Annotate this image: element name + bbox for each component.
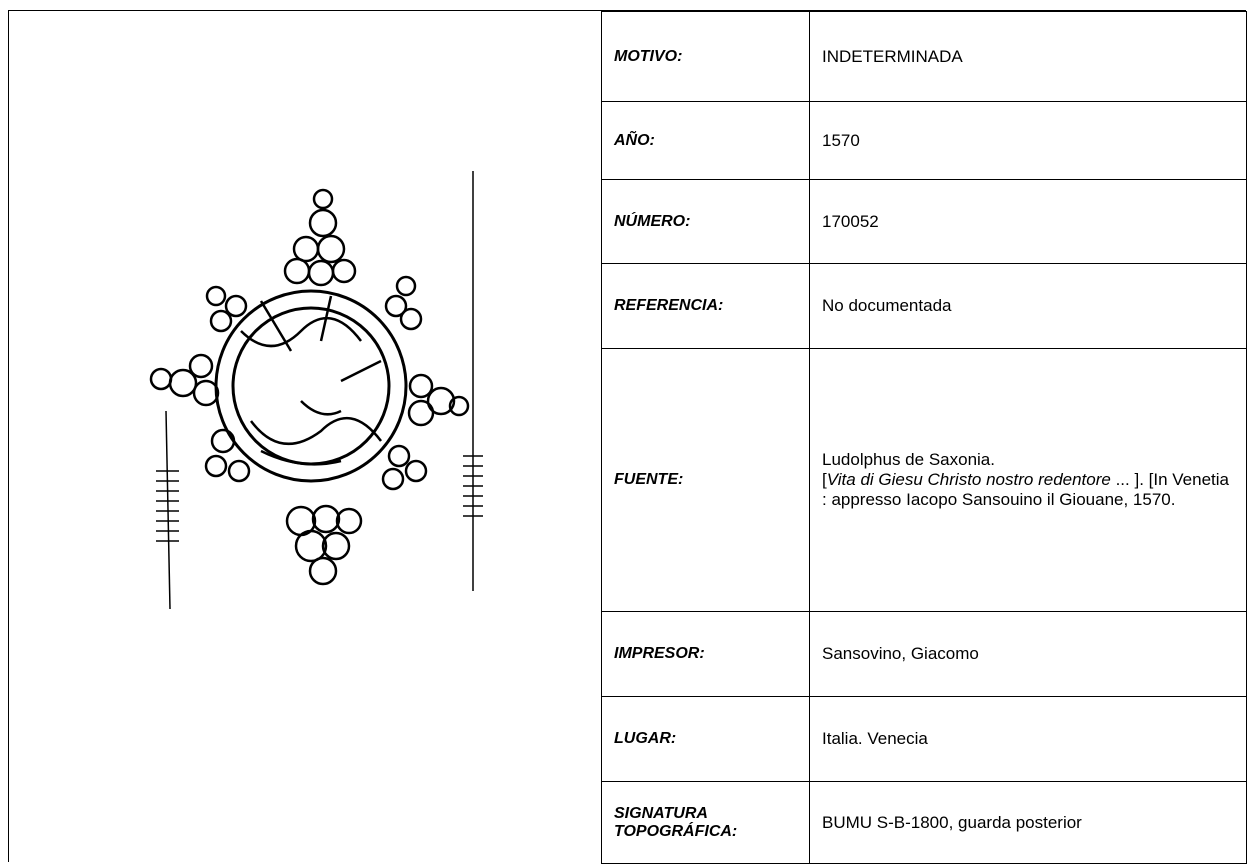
table-row: LUGAR: Italia. Venecia bbox=[601, 696, 1247, 782]
value-part: [ bbox=[822, 470, 827, 489]
record-table: MOTIVO: INDETERMINADA AÑO: 1570 NÚMERO: 17005… bbox=[601, 11, 1247, 864]
table-row: MOTIVO: INDETERMINADA bbox=[601, 11, 1247, 102]
field-label: IMPRESOR: bbox=[601, 611, 810, 697]
field-value: 170052 bbox=[809, 179, 1247, 264]
field-label: FUENTE: bbox=[601, 348, 810, 612]
value-part: Ludolphus de Saxonia. bbox=[822, 450, 995, 469]
field-label: REFERENCIA: bbox=[601, 263, 810, 349]
table-row: NÚMERO: 170052 bbox=[601, 179, 1247, 264]
value-part: ... ]. [In Venetia : appresso Iacopo San… bbox=[822, 470, 1229, 509]
field-value: BUMU S-B-1800, guarda posterior bbox=[809, 781, 1247, 864]
document: MOTIVO: INDETERMINADA AÑO: 1570 NÚMERO: 17005… bbox=[8, 10, 1247, 864]
table-row: IMPRESOR: Sansovino, Giacomo bbox=[601, 611, 1247, 697]
watermark-drawing bbox=[149, 171, 483, 610]
table-row: AÑO: 1570 bbox=[601, 101, 1247, 180]
field-label: SIGNATURA TOPOGRÁFICA: bbox=[601, 781, 810, 864]
field-label: LUGAR: bbox=[601, 696, 810, 782]
field-value: 1570 bbox=[809, 101, 1247, 180]
field-value: Ludolphus de Saxonia. [Vita di Giesu Chri… bbox=[809, 348, 1247, 612]
field-label: MOTIVO: bbox=[601, 11, 810, 102]
field-value: Sansovino, Giacomo bbox=[809, 611, 1247, 697]
table-row: FUENTE: Ludolphus de Saxonia. [Vita di Gie… bbox=[601, 348, 1247, 612]
field-label: NÚMERO: bbox=[601, 179, 810, 264]
field-value: INDETERMINADA bbox=[809, 11, 1247, 102]
value-part: Vita di Giesu Christo nostro redentore bbox=[826, 470, 1111, 489]
table-row: REFERENCIA: No documentada bbox=[601, 263, 1247, 349]
table-row: SIGNATURA TOPOGRÁFICA: BUMU S-B-1800, gua… bbox=[601, 781, 1247, 864]
field-value: Italia. Venecia bbox=[809, 696, 1247, 782]
field-label: AÑO: bbox=[601, 101, 810, 180]
field-value: No documentada bbox=[809, 263, 1247, 349]
